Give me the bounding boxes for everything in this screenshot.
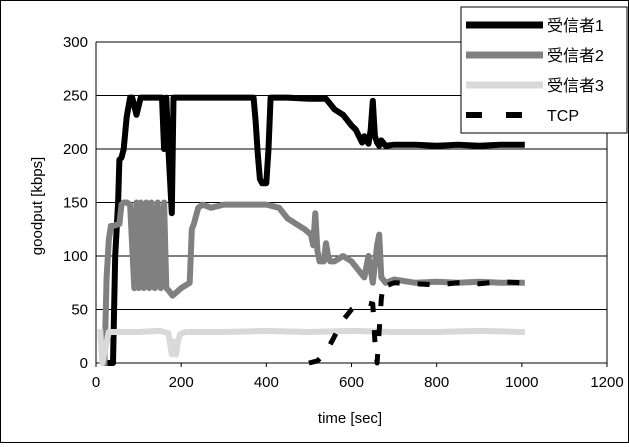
x-tick-label: 800 xyxy=(424,374,449,391)
series-line-2 xyxy=(101,199,525,367)
y-tick-label: 0 xyxy=(80,355,88,372)
y-tick-label: 300 xyxy=(63,34,88,51)
y-tick-label: 250 xyxy=(63,88,88,105)
series-line-1 xyxy=(105,94,525,366)
tick-label-layer: 0 50 100 150 200 250 300 0 200 400 600 800 1000 1200 xyxy=(63,34,624,391)
y-tick-label: 200 xyxy=(63,141,88,158)
legend: 受信者1 受信者2 受信者3 TCP xyxy=(460,6,628,134)
series-line-3 xyxy=(97,327,525,366)
x-tick-label: 1200 xyxy=(590,374,623,391)
x-tick-label: 0 xyxy=(92,374,100,391)
legend-label-1: 受信者1 xyxy=(547,17,604,35)
series-layer xyxy=(97,94,525,367)
legend-label-4: TCP xyxy=(547,108,579,125)
y-tick-label: 50 xyxy=(71,302,88,319)
y-tick-label: 150 xyxy=(63,195,88,212)
x-tick-label: 600 xyxy=(339,374,364,391)
y-axis-title: goodput [kbps] xyxy=(29,157,46,255)
legend-label-2: 受信者2 xyxy=(547,47,604,65)
x-axis-title: time [sec] xyxy=(318,410,382,427)
x-tick-label: 200 xyxy=(169,374,194,391)
legend-label-3: 受信者3 xyxy=(547,77,604,95)
y-tick-label: 100 xyxy=(63,248,88,265)
x-tick-label: 1000 xyxy=(505,374,538,391)
series-line-4 xyxy=(308,279,522,366)
x-tick-label: 400 xyxy=(254,374,279,391)
